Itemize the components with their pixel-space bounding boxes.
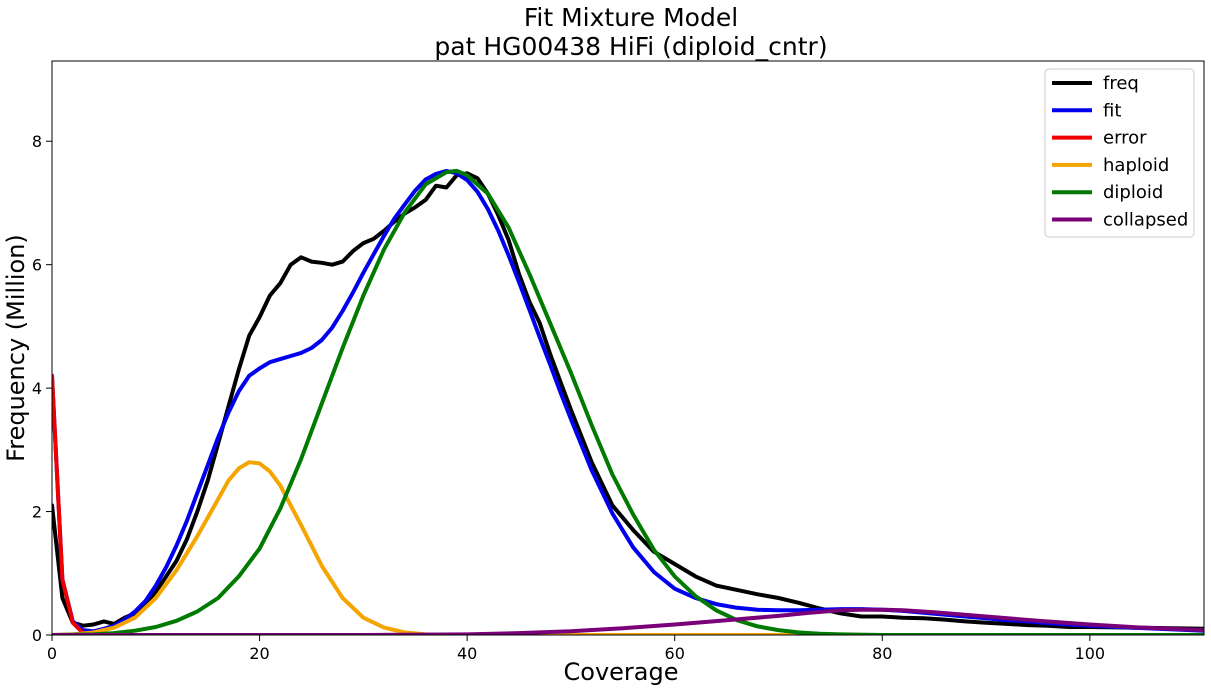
series-line-diploid	[52, 168, 1204, 635]
legend-label-collapsed: collapsed	[1103, 210, 1188, 231]
y-tick-label: 0	[32, 626, 42, 645]
x-tick-label: 0	[47, 644, 57, 663]
legend-label-haploid: haploid	[1103, 155, 1169, 176]
plot-area-frame	[51, 60, 1205, 636]
x-tick-label: 80	[872, 644, 892, 663]
chart-subtitle: pat HG00438 HiFi (diploid_cntr)	[434, 32, 827, 61]
x-axis: 0 20 40 60 80 100	[47, 635, 1105, 663]
y-tick-label: 2	[32, 503, 42, 522]
x-tick-label: 100	[1075, 644, 1106, 663]
y-tick-label: 6	[32, 256, 42, 275]
series-line-haploid	[52, 460, 1204, 635]
y-axis-label: Frequency (Million)	[2, 234, 30, 462]
x-tick-label: 20	[249, 644, 269, 663]
x-tick-label: 40	[457, 644, 477, 663]
legend-label-freq: freq	[1103, 73, 1139, 94]
legend-label-error: error	[1103, 128, 1147, 149]
legend-label-fit: fit	[1103, 100, 1121, 121]
chart-title: Fit Mixture Model	[524, 3, 738, 32]
x-tick-label: 60	[665, 644, 685, 663]
y-axis: 0 2 4 6 8	[32, 132, 52, 645]
legend-label-diploid: diploid	[1103, 182, 1163, 203]
legend: freq fit error haploid diploid collapsed	[1044, 68, 1195, 238]
y-tick-label: 8	[32, 132, 42, 151]
x-axis-label: Coverage	[564, 658, 679, 686]
series-line-error	[52, 373, 1204, 635]
y-tick-label: 4	[32, 379, 42, 398]
